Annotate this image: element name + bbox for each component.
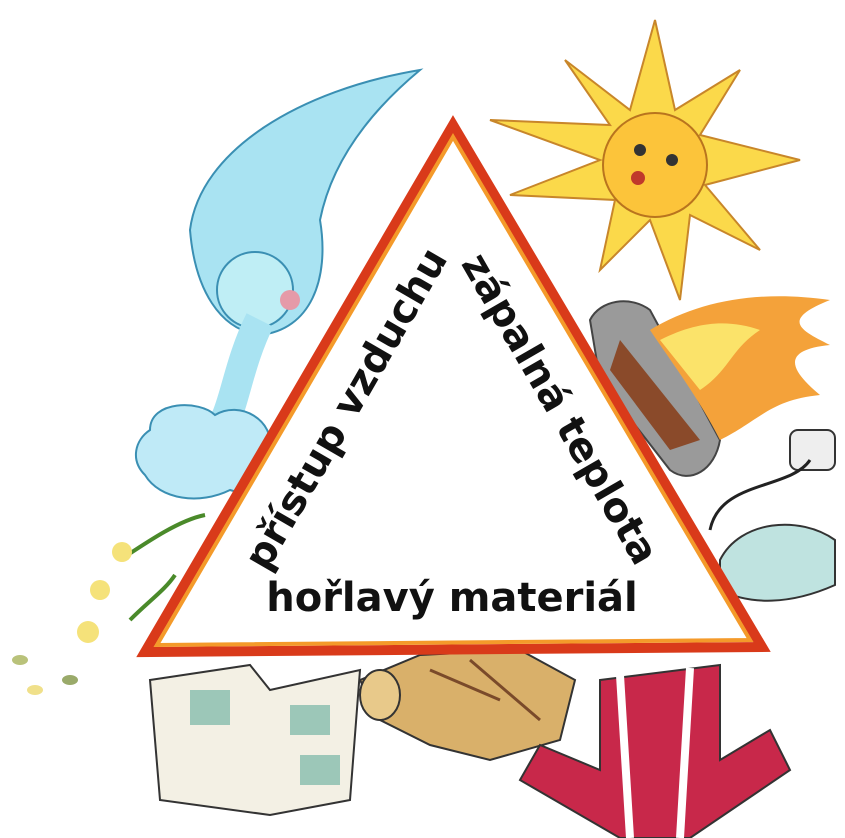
iron-illustration	[710, 430, 835, 601]
side-label: hořlavý materiál	[266, 575, 638, 621]
fire-triangle-diagram: přístup vzduchu zápalná teplota hořlavý …	[0, 0, 845, 838]
newspaper-illustration	[150, 665, 360, 815]
firewood-illustration	[360, 650, 575, 760]
